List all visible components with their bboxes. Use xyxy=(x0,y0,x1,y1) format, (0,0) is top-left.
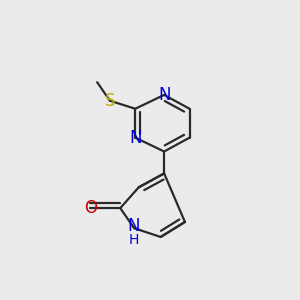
Text: H: H xyxy=(129,233,139,247)
Text: N: N xyxy=(128,217,140,235)
Text: N: N xyxy=(129,129,142,147)
Text: N: N xyxy=(158,86,170,104)
Text: O: O xyxy=(84,199,97,217)
Text: S: S xyxy=(105,92,115,110)
